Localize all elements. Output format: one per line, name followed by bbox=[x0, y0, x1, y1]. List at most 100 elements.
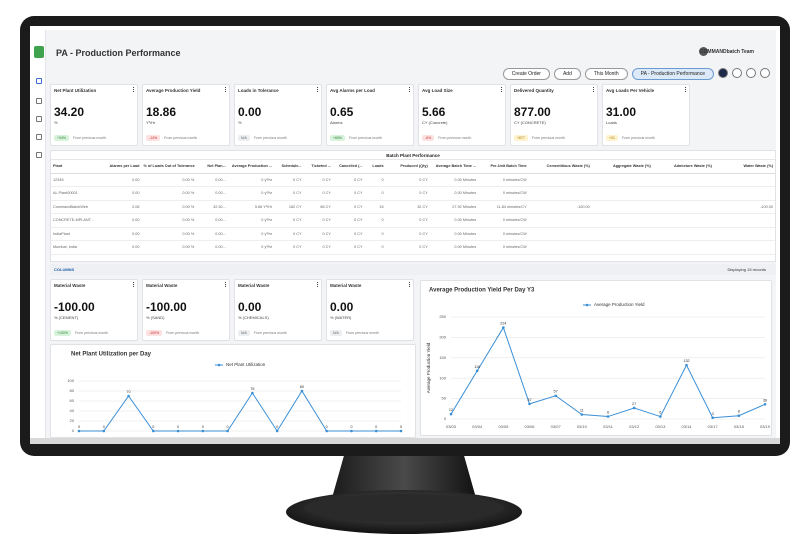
table-cell: 0.00 % bbox=[141, 186, 197, 201]
kpi-badge: +34% bbox=[54, 135, 70, 141]
kpi-note: From previous month bbox=[531, 136, 565, 140]
avatar[interactable] bbox=[699, 47, 708, 56]
card-menu[interactable] bbox=[225, 282, 226, 287]
nav-icon[interactable] bbox=[36, 116, 42, 122]
toolbar-button[interactable]: PA - Production Performance bbox=[631, 68, 714, 80]
table-cell bbox=[713, 240, 775, 255]
table-cell: 0 CY bbox=[385, 173, 430, 187]
table-cell: 0 bbox=[364, 173, 386, 187]
table-cell: 0.00... bbox=[196, 213, 228, 228]
series-line bbox=[450, 326, 766, 419]
x-tick-label: 03/18 bbox=[734, 424, 745, 429]
table-cell: 0.00 bbox=[101, 173, 142, 187]
data-point bbox=[300, 389, 304, 393]
kpi-value: 0.00 bbox=[238, 300, 262, 314]
table-row: CommandBatchWeb 2.08 0.00 % 32.30... 5.66 Y³… bbox=[51, 200, 775, 214]
data-point bbox=[226, 429, 229, 433]
data-point bbox=[176, 429, 180, 433]
card-menu[interactable] bbox=[685, 87, 686, 92]
table-cell: -100.00 bbox=[713, 200, 775, 214]
card-menu[interactable] bbox=[133, 282, 134, 287]
data-label: 0 bbox=[400, 425, 402, 429]
table-cell: 0 minutes/CW bbox=[478, 173, 529, 187]
data-label: 0 bbox=[152, 425, 154, 429]
column-header: Plant bbox=[51, 160, 102, 174]
logo[interactable] bbox=[34, 46, 44, 58]
toolbar-button[interactable]: This Month bbox=[584, 68, 628, 80]
kpi-unit: % (CHEMICALS) bbox=[238, 315, 269, 320]
table-cell bbox=[528, 186, 592, 201]
nav-icon[interactable] bbox=[36, 152, 42, 158]
toolbar-button[interactable]: Create Order bbox=[502, 68, 550, 80]
nav-icon[interactable] bbox=[36, 78, 42, 84]
card-menu[interactable] bbox=[317, 87, 318, 92]
kpi-value: 31.00 bbox=[606, 105, 637, 119]
kpi-note: From previous month bbox=[438, 136, 472, 140]
kpi-card: Avg Alarms per Load 0.65 Alarms +65% From pr… bbox=[326, 84, 414, 146]
table-cell: 0 CY bbox=[332, 227, 365, 241]
table-cell: 0 CY bbox=[274, 173, 304, 187]
icon-button[interactable] bbox=[760, 68, 770, 78]
kpi-badge: N/A bbox=[238, 135, 250, 141]
kpi-card: Average Production Yield 18.86 Y³/Hr -14% Fr… bbox=[142, 84, 230, 146]
table-cell: 0 CY bbox=[303, 186, 333, 201]
table-row: AL Plant00001 0.00 0.00 % 0.00... 0 y³/hr 0 C… bbox=[51, 186, 775, 201]
nav-icon[interactable] bbox=[36, 134, 42, 140]
chart-panel: Net Plant Utilization per Day 0 20 40 60 80 10… bbox=[50, 344, 416, 438]
nav-icon[interactable] bbox=[36, 98, 42, 104]
card-menu[interactable] bbox=[593, 87, 594, 92]
kpi-value: 18.86 bbox=[146, 105, 177, 119]
table-cell: CommandBatchWeb bbox=[51, 200, 102, 214]
columns-button[interactable]: COLUMNS bbox=[54, 267, 75, 272]
icon-button[interactable] bbox=[732, 68, 742, 78]
kpi-badge: +31 bbox=[606, 135, 618, 141]
kpi-value: 5.66 bbox=[422, 105, 446, 119]
kpi-unit: % bbox=[238, 120, 242, 125]
kpi-card: Net Plant Utilization 34.20% +34% From prev… bbox=[50, 84, 138, 146]
kpi-note: From previous month bbox=[349, 136, 383, 140]
table-cell bbox=[713, 213, 775, 228]
kpi-badge: +877 bbox=[514, 135, 528, 141]
data-point bbox=[685, 363, 688, 367]
table-cell: 32 CY bbox=[385, 200, 430, 214]
card-menu[interactable] bbox=[317, 282, 318, 287]
user-menu[interactable]: COMMANDbatch Team bbox=[699, 49, 754, 55]
table-panel: Batch Plant Performance Plant Alarms per … bbox=[50, 150, 776, 262]
card-menu[interactable] bbox=[133, 87, 134, 92]
column-header: Cementitious Waste (%) bbox=[528, 160, 592, 174]
kpi-footer: N/A From previous month bbox=[238, 330, 287, 336]
column-header: Alarms per Load bbox=[101, 160, 142, 174]
data-point bbox=[77, 429, 81, 433]
table-cell: 32.30... bbox=[196, 200, 228, 214]
data-point bbox=[251, 391, 254, 395]
y-tick-label: 50 bbox=[442, 396, 447, 401]
data-point bbox=[502, 326, 505, 329]
toolbar-button[interactable]: Add bbox=[553, 68, 581, 80]
y-tick-label: 80 bbox=[70, 388, 75, 393]
column-header: Admixture Waste (%) bbox=[652, 160, 714, 174]
x-tick-label: 03/05 bbox=[498, 424, 509, 429]
table-cell: 16 bbox=[364, 200, 386, 214]
card-menu[interactable] bbox=[409, 87, 410, 92]
icon-button[interactable] bbox=[746, 68, 756, 78]
table-cell: 0 CY bbox=[303, 227, 333, 241]
table-cell bbox=[652, 200, 714, 214]
data-label: 0 bbox=[276, 425, 278, 429]
legend-marker bbox=[585, 303, 589, 307]
data-point bbox=[374, 429, 378, 433]
card-menu[interactable] bbox=[225, 87, 226, 92]
table-cell bbox=[713, 227, 775, 241]
icon-button[interactable] bbox=[718, 68, 728, 78]
card-menu[interactable] bbox=[501, 87, 502, 92]
table-cell: 0 CY bbox=[332, 240, 365, 255]
data-label: 8 bbox=[738, 410, 740, 414]
record-count: Displaying 15 records bbox=[727, 267, 766, 272]
kpi-card: Material Waste 0.00% (WATER) N/A From previ… bbox=[326, 279, 414, 341]
table-cell: 0 CY bbox=[274, 227, 304, 241]
table-cell: 0.00 % bbox=[141, 200, 197, 214]
kpi-value: 34.20 bbox=[54, 105, 85, 119]
table-cell: 0.00 Minutes bbox=[429, 213, 479, 228]
card-menu[interactable] bbox=[409, 282, 410, 287]
table-cell: 2.08 bbox=[101, 200, 142, 214]
